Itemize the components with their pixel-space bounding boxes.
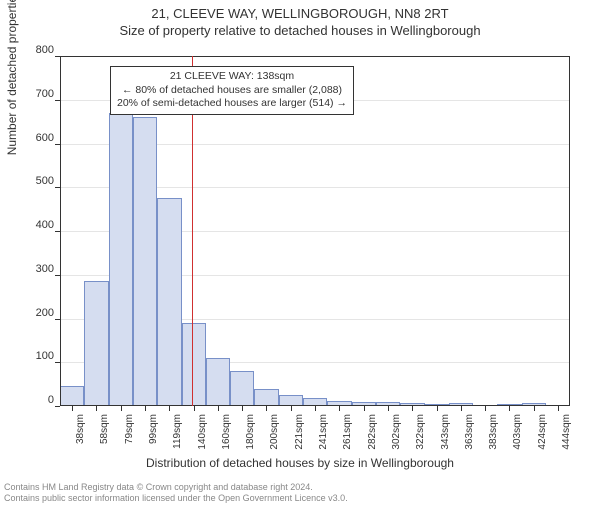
xtick-label: 383sqm [488, 414, 499, 450]
ytick-label: 100 [24, 350, 54, 362]
ytick-label: 700 [24, 88, 54, 100]
ytick-mark [55, 362, 60, 363]
xtick-mark [461, 406, 462, 411]
xtick-mark [364, 406, 365, 411]
xtick-label: 424sqm [537, 414, 548, 450]
xtick-mark [218, 406, 219, 411]
xtick-label: 38sqm [75, 414, 86, 444]
xtick-label: 160sqm [221, 414, 232, 450]
ytick-mark [55, 231, 60, 232]
xtick-mark [72, 406, 73, 411]
x-axis-label: Distribution of detached houses by size … [0, 456, 600, 470]
footer-line2: Contains public sector information licen… [4, 493, 348, 504]
footer-attribution: Contains HM Land Registry data © Crown c… [4, 482, 348, 504]
xtick-label: 241sqm [318, 414, 329, 450]
xtick-label: 180sqm [245, 414, 256, 450]
xtick-label: 302sqm [391, 414, 402, 450]
ytick-label: 0 [24, 394, 54, 406]
ytick-label: 600 [24, 132, 54, 144]
xtick-label: 343sqm [440, 414, 451, 450]
annotation-box: 21 CLEEVE WAY: 138sqm ← 80% of detached … [110, 66, 354, 115]
xtick-label: 99sqm [148, 414, 159, 444]
ytick-label: 300 [24, 263, 54, 275]
xtick-mark [485, 406, 486, 411]
xtick-label: 200sqm [269, 414, 280, 450]
xtick-label: 363sqm [464, 414, 475, 450]
chart-title-main: 21, CLEEVE WAY, WELLINGBOROUGH, NN8 2RT [0, 6, 600, 21]
xtick-mark [437, 406, 438, 411]
xtick-mark [534, 406, 535, 411]
xtick-mark [558, 406, 559, 411]
xtick-label: 79sqm [124, 414, 135, 444]
xtick-label: 322sqm [415, 414, 426, 450]
xtick-mark [121, 406, 122, 411]
xtick-mark [194, 406, 195, 411]
annotation-line2: ← 80% of detached houses are smaller (2,… [117, 84, 347, 98]
xtick-mark [242, 406, 243, 411]
chart-title-sub: Size of property relative to detached ho… [0, 23, 600, 38]
ytick-mark [55, 275, 60, 276]
ytick-mark [55, 319, 60, 320]
ytick-label: 500 [24, 175, 54, 187]
ytick-mark [55, 100, 60, 101]
xtick-mark [412, 406, 413, 411]
xtick-mark [339, 406, 340, 411]
xtick-label: 119sqm [172, 414, 183, 449]
xtick-label: 140sqm [197, 414, 208, 450]
xtick-mark [169, 406, 170, 411]
xtick-mark [291, 406, 292, 411]
xtick-mark [145, 406, 146, 411]
ytick-mark [55, 144, 60, 145]
xtick-mark [266, 406, 267, 411]
xtick-label: 221sqm [294, 414, 305, 450]
xtick-label: 261sqm [342, 414, 353, 450]
y-axis-label: Number of detached properties [5, 0, 19, 155]
xtick-mark [96, 406, 97, 411]
annotation-line1: 21 CLEEVE WAY: 138sqm [117, 70, 347, 84]
ytick-mark [55, 56, 60, 57]
ytick-label: 800 [24, 44, 54, 56]
footer-line1: Contains HM Land Registry data © Crown c… [4, 482, 348, 493]
annotation-line3: 20% of semi-detached houses are larger (… [117, 97, 347, 111]
xtick-mark [388, 406, 389, 411]
ytick-label: 400 [24, 219, 54, 231]
xtick-label: 403sqm [512, 414, 523, 450]
chart-plot-area: 21 CLEEVE WAY: 138sqm ← 80% of detached … [60, 56, 570, 406]
ytick-mark [55, 187, 60, 188]
xtick-label: 444sqm [561, 414, 572, 450]
ytick-label: 200 [24, 307, 54, 319]
ytick-mark [55, 406, 60, 407]
xtick-mark [315, 406, 316, 411]
xtick-mark [509, 406, 510, 411]
xtick-label: 282sqm [367, 414, 378, 450]
xtick-label: 58sqm [99, 414, 110, 444]
